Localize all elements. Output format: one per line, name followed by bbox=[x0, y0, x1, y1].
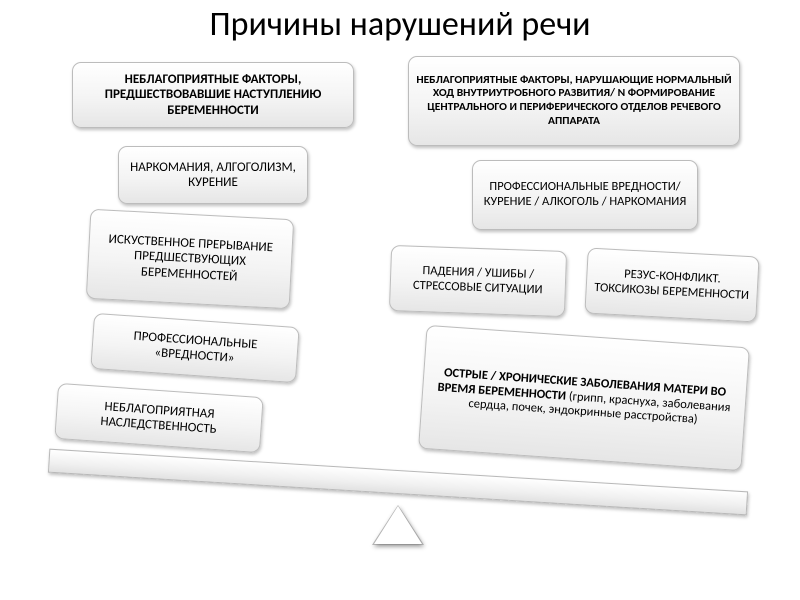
box-l3: ПРОФЕССИОНАЛЬНЫЕ «ВРЕДНОСТИ» bbox=[90, 313, 299, 383]
box-r2a: ПАДЕНИЯ / УШИБЫ / СТРЕССОВЫЕ СИТУАЦИИ bbox=[389, 245, 567, 317]
box-l1: НАРКОМАНИЯ, АЛГОГОЛИЗМ, КУРЕНИЕ bbox=[118, 146, 308, 204]
box-left-header: НЕБЛАГОПРИЯТНЫЕ ФАКТОРЫ, ПРЕДШЕСТВОВАВШИ… bbox=[72, 62, 354, 128]
box-r2b: РЕЗУС-КОНФЛИКТ. ТОКСИКОЗЫ БЕРЕМЕННОСТИ bbox=[584, 248, 759, 323]
box-right-header: НЕБЛАГОПРИЯТНЫЕ ФАКТОРЫ, НАРУШАЮЩИЕ НОРМ… bbox=[408, 56, 740, 146]
box-l4: НЕБЛАГОПРИЯТНАЯ НАСЛЕДСТВЕННОСТЬ bbox=[54, 383, 263, 453]
fulcrum-icon bbox=[374, 506, 422, 544]
box-l2: ИСКУСТВЕННОЕ ПРЕРЫВАНИЕ ПРЕДШЕСТВУЮЩИХ Б… bbox=[86, 209, 294, 310]
box-r1: ПРОФЕССИОНАЛЬНЫЕ ВРЕДНОСТИ/ КУРЕНИЕ / АЛ… bbox=[472, 160, 698, 230]
page-title: Причины нарушений речи bbox=[0, 4, 800, 45]
diagram-stage: Причины нарушений речи НЕБЛАГОПРИЯТНЫЕ Ф… bbox=[0, 0, 800, 600]
box-r3: ОСТРЫЕ / ХРОНИЧЕСКИЕ ЗАБОЛЕВАНИЯ МАТЕРИ … bbox=[418, 325, 750, 471]
